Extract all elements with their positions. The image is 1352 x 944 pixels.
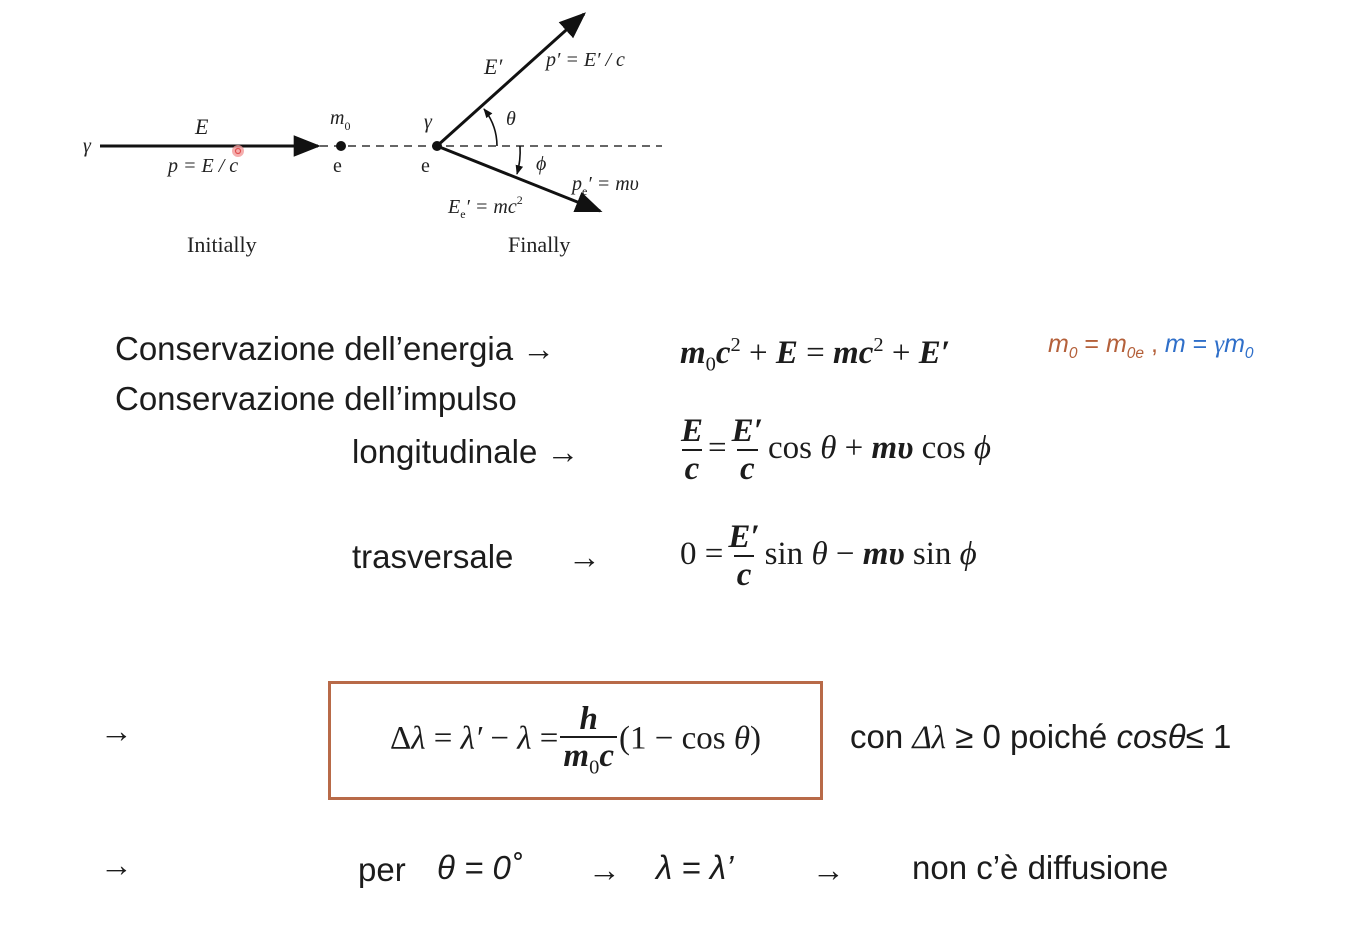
compton-formula-box: Δλ = λ′ − λ = h m0c (1 − cos θ) [328, 681, 823, 800]
recoil-electron-arrow [436, 144, 603, 213]
pointer-marker [232, 145, 244, 157]
longitudinal-label: longitudinale → [352, 433, 580, 470]
theta-angle-arc [483, 108, 498, 147]
transverse-label: trasversale [352, 538, 514, 575]
implies-arrow-2: → [812, 851, 845, 888]
incoming-gamma-label: γ [83, 135, 92, 157]
caption-initially: Initially [187, 232, 257, 257]
per-label: per [358, 851, 406, 888]
energy-conservation-label: Conservazione dell’energia → [115, 330, 556, 367]
electron-energy-label: Ee′ = mc2 [447, 193, 523, 221]
phi-angle-arc [515, 145, 524, 175]
initial-electron-label: e [333, 155, 342, 177]
compton-shift-formula: Δλ = λ′ − λ = h m0c (1 − cos θ) [389, 700, 762, 779]
case-arrow: → [100, 846, 133, 883]
transverse-arrow: → [568, 538, 601, 575]
transverse-equation: 0 = E′ c sin θ − mυ sin ϕ [680, 519, 977, 593]
phi-label: ϕ [536, 153, 546, 175]
mass-definition-note: m0 = m0e , m = γm0 [1048, 330, 1254, 363]
implies-arrow-1: → [588, 851, 621, 888]
momentum-conservation-label: Conservazione dell’impulso [115, 380, 517, 417]
vertex-gamma-label: γ [424, 111, 433, 133]
theta-label: θ [506, 108, 516, 130]
electron-rest-mass-label: m0 [330, 107, 350, 133]
electron-momentum-label: pe′ = mυ [570, 173, 639, 198]
compton-scattering-diagram: γ E p = E / c m0 e γ e E′ p′ = E′ / c θ … [83, 12, 662, 257]
condition-text: con Δλ ≥ 0 poiché cosθ≤ 1 [850, 718, 1232, 756]
caption-finally: Finally [508, 232, 570, 257]
no-scattering-text: non c’è diffusione [912, 849, 1169, 886]
energy-conservation-equation: m0c2 + E = mc2 + E′ [680, 334, 950, 376]
incoming-momentum-label: p = E / c [166, 155, 238, 177]
final-electron-label: e [421, 155, 430, 177]
rest-mass-note: m0 = m0e , [1048, 330, 1158, 362]
result-arrow: → [100, 712, 133, 749]
scattered-energy-label: E′ [483, 54, 503, 79]
incoming-energy-label: E [194, 114, 209, 139]
scattered-photon-arrow [435, 12, 587, 148]
theta-zero: θ = 0˚ [437, 849, 522, 886]
lambda-equal: λ = λ’ [656, 849, 734, 886]
scattered-momentum-label: p′ = E′ / c [544, 49, 625, 71]
initial-electron-dot [336, 141, 346, 151]
relativistic-mass-note: m = γm0 [1164, 330, 1254, 362]
